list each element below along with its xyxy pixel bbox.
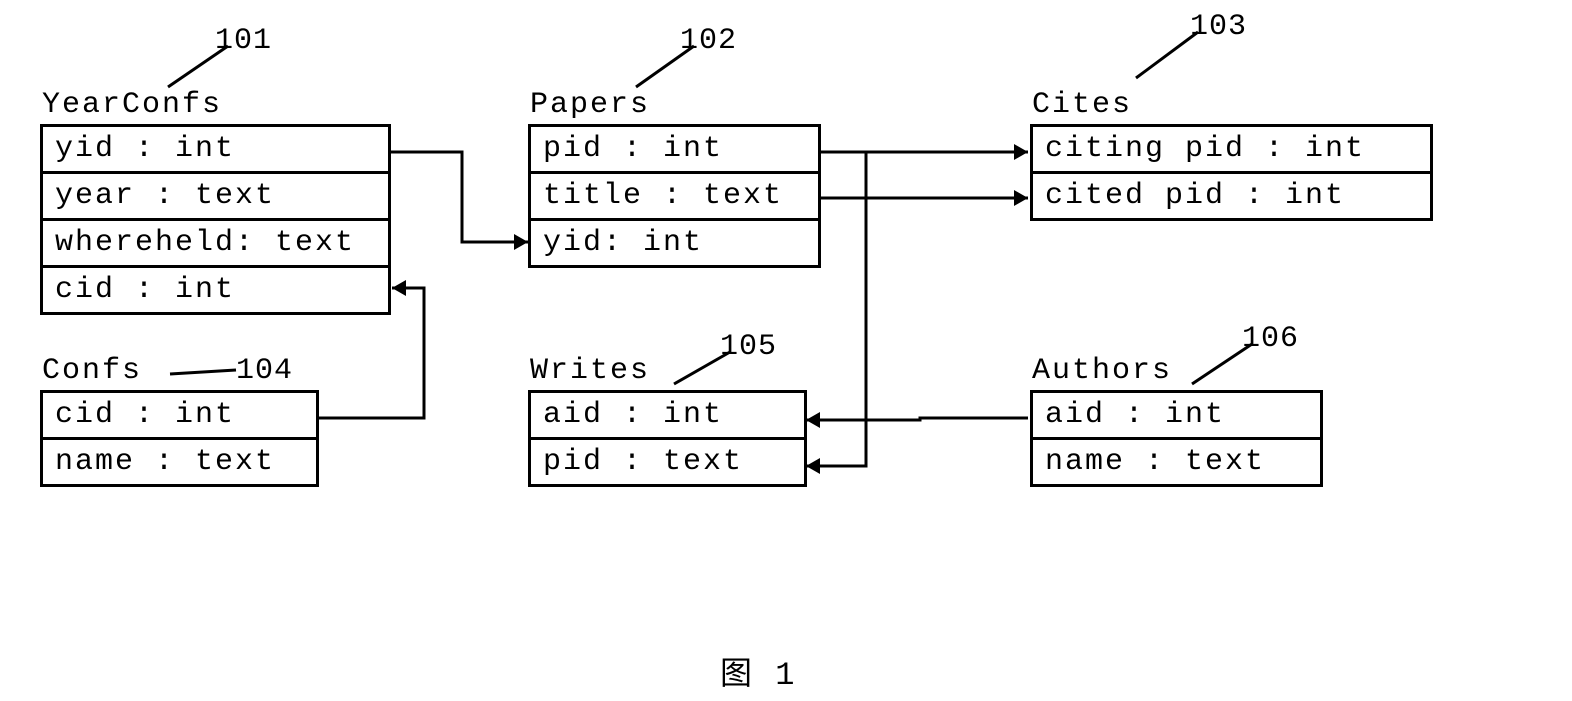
leader-cites (1136, 32, 1198, 78)
field-confs-name: name : text (42, 439, 318, 486)
entity-title-authors: Authors (1030, 354, 1323, 388)
ref-label-yearconfs: 101 (215, 24, 272, 58)
field-papers-pid: pid : int (530, 126, 820, 173)
arrowhead-3 (1014, 190, 1028, 206)
field-yearconfs-cid: cid : int (42, 267, 390, 314)
field-authors-aid: aid : int (1032, 392, 1322, 439)
entity-authors: Authorsaid : intname : text (1030, 354, 1323, 487)
arrowhead-2 (1014, 144, 1028, 160)
entity-title-yearconfs: YearConfs (40, 88, 391, 122)
field-yearconfs-yid: yid : int (42, 126, 390, 173)
field-authors-name: name : text (1032, 439, 1322, 486)
ref-label-cites: 103 (1190, 10, 1247, 44)
field-cites-cited-pid: cited pid : int (1032, 173, 1432, 220)
entity-papers: Paperspid : inttitle : textyid: int (528, 88, 821, 268)
entity-writes: Writesaid : intpid : text (528, 354, 807, 487)
arrowhead-5 (806, 412, 820, 428)
arrowhead-4 (806, 458, 820, 474)
field-papers-title: title : text (530, 173, 820, 220)
ref-label-papers: 102 (680, 24, 737, 58)
entity-cites: Citesciting pid : intcited pid : int (1030, 88, 1433, 221)
edge-0 (390, 152, 528, 242)
ref-label-confs: 104 (236, 354, 293, 388)
entity-table-cites: citing pid : intcited pid : int (1030, 124, 1433, 221)
field-writes-aid: aid : int (530, 392, 806, 439)
field-cites-citing-pid: citing pid : int (1032, 126, 1432, 173)
entity-table-yearconfs: yid : intyear : textwhereheld: textcid :… (40, 124, 391, 315)
arrowhead-1 (392, 280, 406, 296)
field-writes-pid: pid : text (530, 439, 806, 486)
field-yearconfs-whereheld: whereheld: text (42, 220, 390, 267)
entity-table-writes: aid : intpid : text (528, 390, 807, 487)
diagram-canvas: YearConfsyid : intyear : textwhereheld: … (0, 0, 1572, 701)
ref-label-writes: 105 (720, 330, 777, 364)
entity-table-authors: aid : intname : text (1030, 390, 1323, 487)
edge-5 (806, 418, 1028, 420)
figure-caption: 图 1 (720, 648, 796, 694)
entity-title-cites: Cites (1030, 88, 1433, 122)
entity-yearconfs: YearConfsyid : intyear : textwhereheld: … (40, 88, 391, 315)
entity-title-papers: Papers (528, 88, 821, 122)
field-yearconfs-year: year : text (42, 173, 390, 220)
entity-table-confs: cid : intname : text (40, 390, 319, 487)
ref-label-authors: 106 (1242, 322, 1299, 356)
field-confs-cid: cid : int (42, 392, 318, 439)
field-papers-yid: yid: int (530, 220, 820, 267)
arrowhead-0 (514, 234, 528, 250)
entity-table-papers: pid : inttitle : textyid: int (528, 124, 821, 268)
